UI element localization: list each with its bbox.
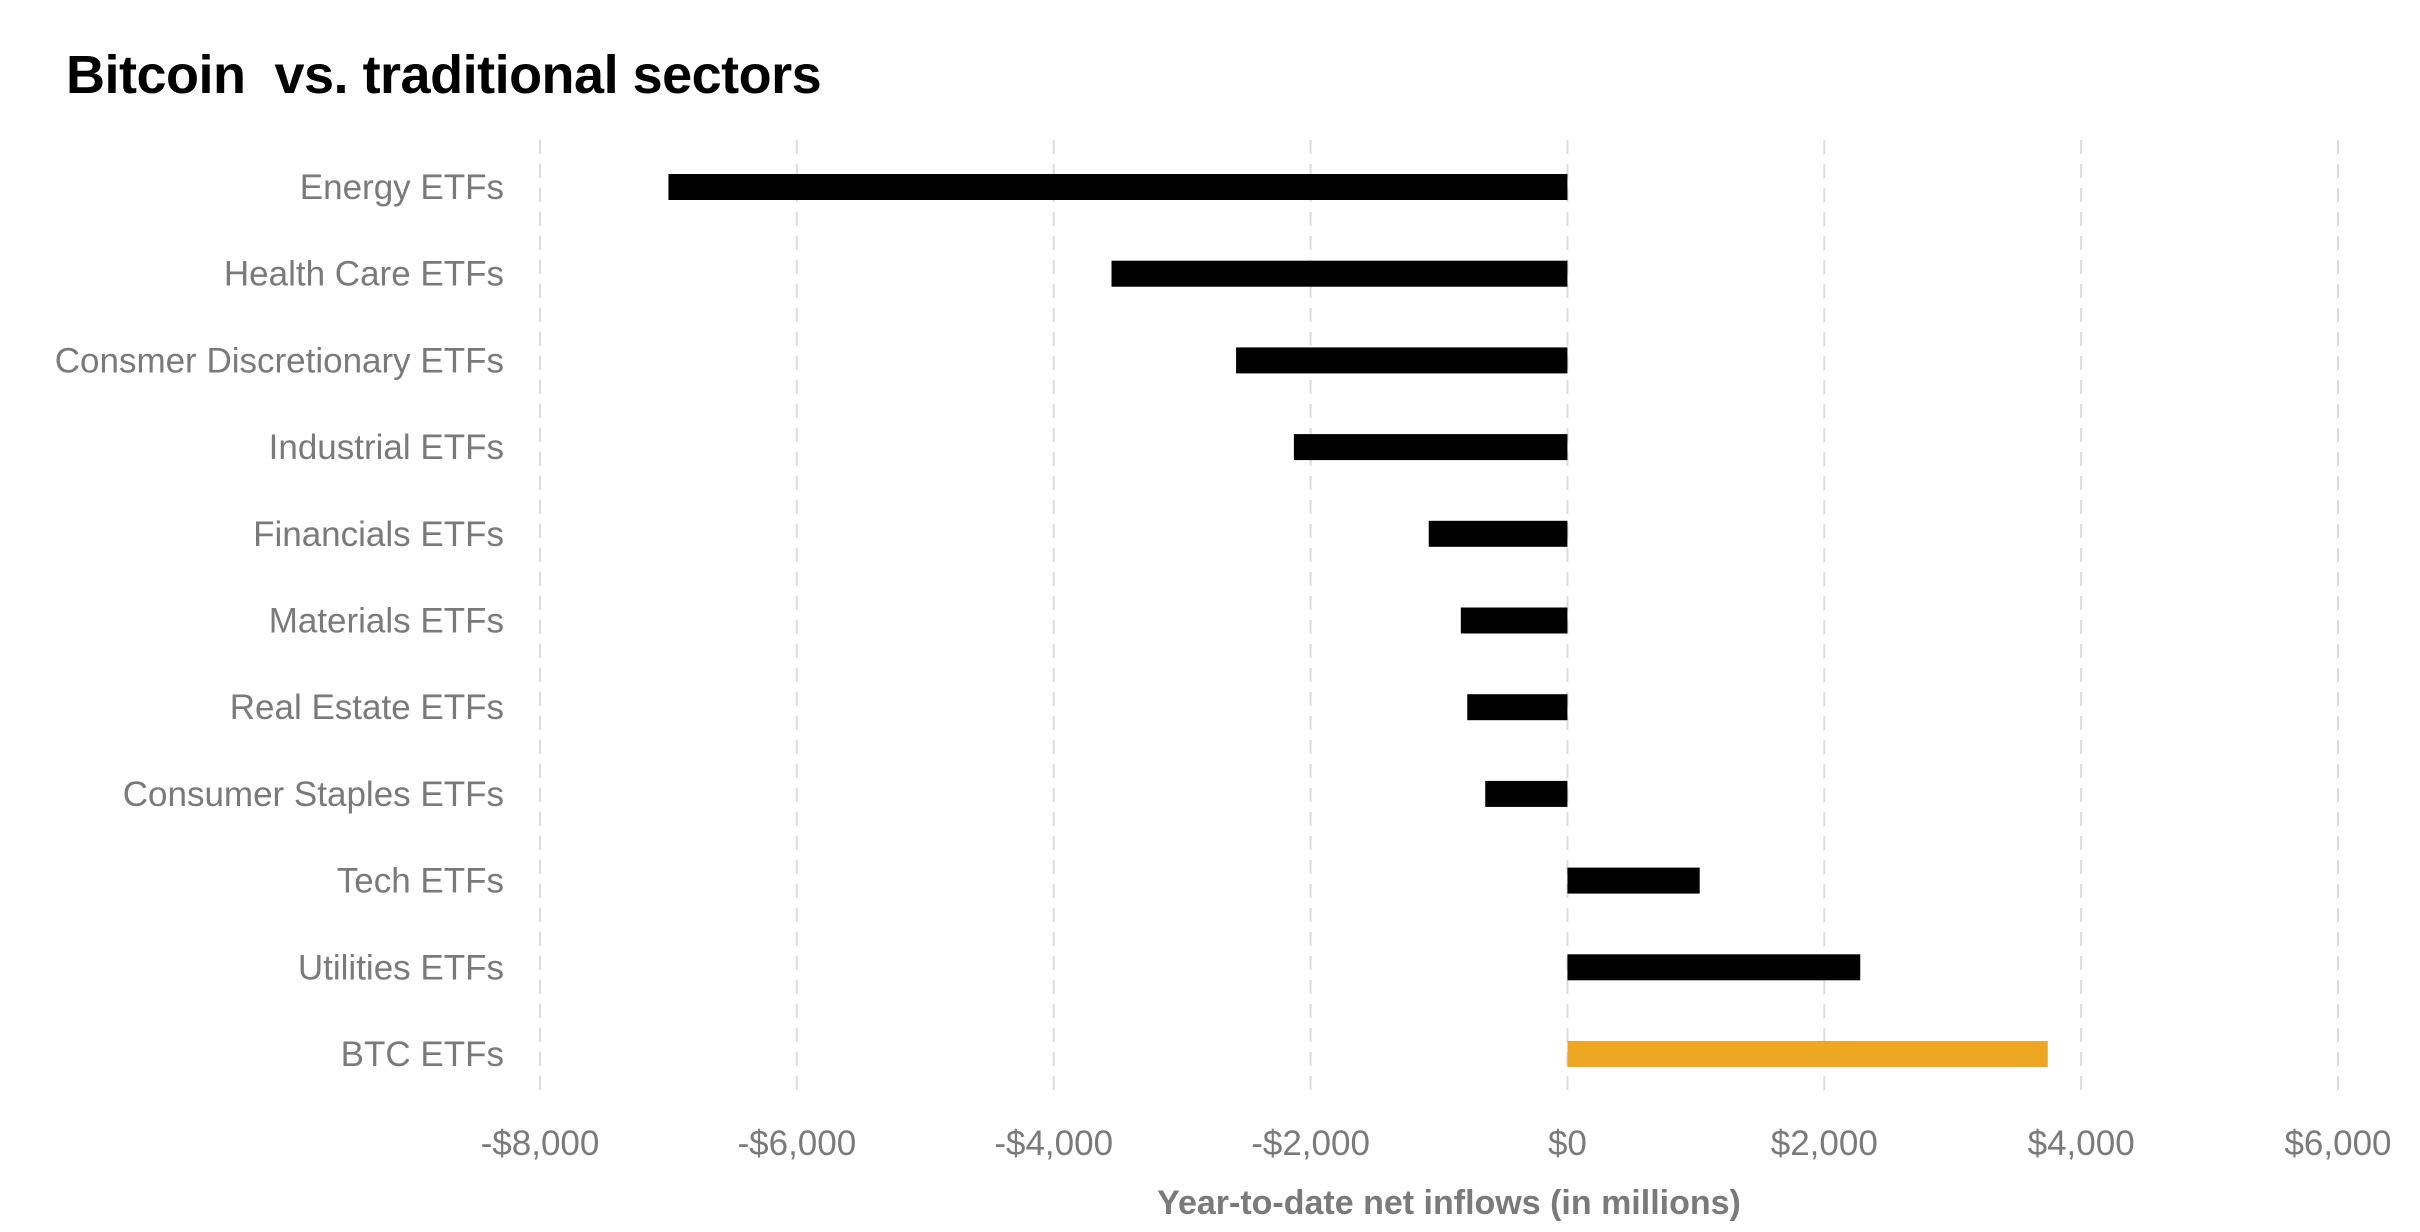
bar	[1460, 607, 1568, 634]
bar	[1111, 260, 1568, 287]
category-labels: Energy ETFs Health Care ETFs Consmer Discr…	[55, 168, 504, 1074]
x-tick-label: $2,000	[1771, 1124, 1878, 1163]
category-label: Consumer Staples ETFs	[123, 775, 504, 814]
bar	[1428, 520, 1568, 547]
category-label: Consmer Discretionary ETFs	[55, 341, 504, 380]
bar	[1567, 954, 1861, 981]
category-label: Energy ETFs	[300, 168, 504, 207]
x-tick-label: -$4,000	[994, 1124, 1113, 1163]
x-tick-label: -$8,000	[481, 1124, 600, 1163]
x-tick-labels: -$8,000 -$6,000 -$4,000 -$2,000 $0 $2,000 $4,0…	[481, 1124, 2392, 1163]
bar	[1567, 867, 1700, 894]
category-label: Materials ETFs	[269, 602, 504, 641]
x-tick-label: $6,000	[2284, 1124, 2391, 1163]
category-label: Real Estate ETFs	[230, 688, 504, 727]
category-label: BTC ETFs	[341, 1035, 504, 1074]
x-tick-label: $0	[1548, 1124, 1587, 1163]
bar	[1485, 780, 1568, 807]
category-label: Health Care ETFs	[224, 255, 504, 294]
bar	[1567, 1041, 2048, 1067]
bar	[1293, 434, 1568, 461]
x-tick-label: -$6,000	[737, 1124, 856, 1163]
x-tick-label: -$2,000	[1251, 1124, 1370, 1163]
category-label: Industrial ETFs	[269, 428, 504, 467]
bar	[1467, 694, 1568, 721]
bars	[668, 174, 2048, 1067]
category-label: Financials ETFs	[253, 515, 504, 554]
x-axis-title: Year-to-date net inflows (in millions)	[1157, 1184, 1741, 1222]
chart-title: Bitcoin vs. traditional sectors	[66, 45, 822, 105]
x-tick-label: $4,000	[2028, 1124, 2135, 1163]
category-label: Utilities ETFs	[298, 948, 504, 987]
category-label: Tech ETFs	[337, 862, 504, 901]
bar	[668, 174, 1568, 200]
bar	[1236, 347, 1568, 374]
